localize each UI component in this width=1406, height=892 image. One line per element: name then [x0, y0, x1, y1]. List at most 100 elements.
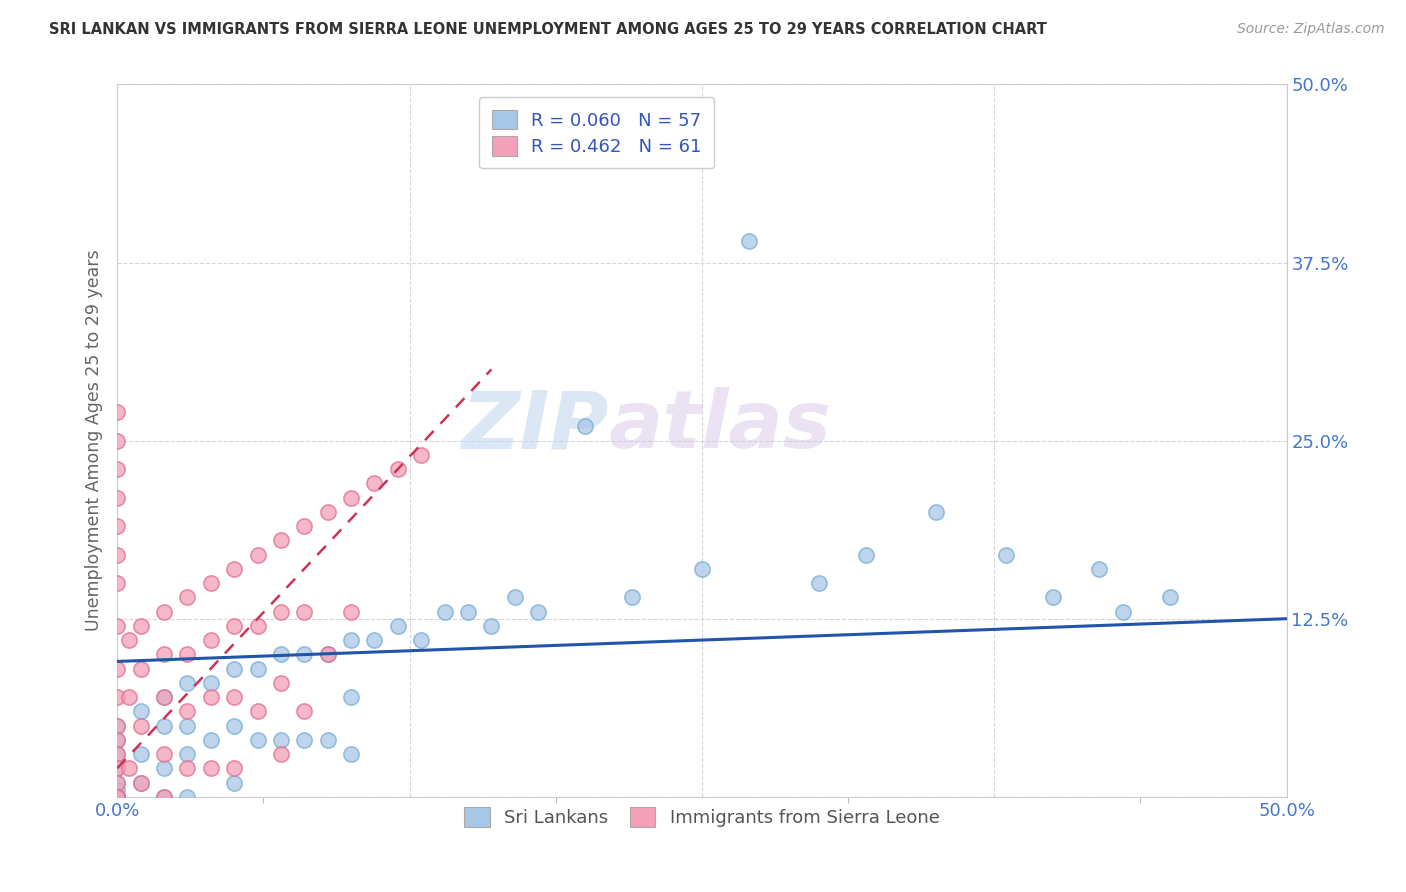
Point — [200, 732, 222, 747]
Point — [105, 775, 128, 789]
Point — [433, 605, 456, 619]
Point — [316, 648, 339, 662]
Point — [153, 789, 176, 804]
Point — [105, 789, 128, 804]
Point — [479, 619, 502, 633]
Point — [105, 619, 128, 633]
Point — [246, 619, 269, 633]
Point — [129, 704, 152, 718]
Point — [457, 605, 479, 619]
Point — [316, 505, 339, 519]
Point — [118, 633, 141, 648]
Point — [292, 519, 315, 533]
Point — [176, 704, 198, 718]
Point — [153, 690, 176, 704]
Point — [105, 789, 128, 804]
Point — [153, 718, 176, 732]
Point — [292, 732, 315, 747]
Point — [153, 761, 176, 775]
Point — [316, 732, 339, 747]
Point — [270, 605, 292, 619]
Point — [200, 761, 222, 775]
Point — [690, 562, 713, 576]
Point — [200, 576, 222, 591]
Point — [270, 747, 292, 761]
Point — [270, 732, 292, 747]
Point — [246, 704, 269, 718]
Point — [105, 405, 128, 419]
Point — [176, 591, 198, 605]
Point — [340, 690, 363, 704]
Point — [105, 732, 128, 747]
Point — [200, 675, 222, 690]
Text: ZIP: ZIP — [461, 387, 609, 466]
Point — [105, 747, 128, 761]
Point — [1088, 562, 1111, 576]
Point — [411, 448, 433, 462]
Text: Source: ZipAtlas.com: Source: ZipAtlas.com — [1237, 22, 1385, 37]
Point — [270, 648, 292, 662]
Point — [153, 690, 176, 704]
Point — [176, 718, 198, 732]
Point — [129, 662, 152, 676]
Point — [176, 675, 198, 690]
Point — [105, 789, 128, 804]
Point — [224, 690, 246, 704]
Point — [176, 747, 198, 761]
Point — [363, 633, 385, 648]
Point — [1159, 591, 1181, 605]
Point — [340, 633, 363, 648]
Point — [340, 747, 363, 761]
Point — [118, 761, 141, 775]
Point — [105, 789, 128, 804]
Point — [176, 789, 198, 804]
Legend: Sri Lankans, Immigrants from Sierra Leone: Sri Lankans, Immigrants from Sierra Leon… — [457, 800, 946, 834]
Point — [292, 648, 315, 662]
Point — [105, 789, 128, 804]
Point — [292, 605, 315, 619]
Point — [925, 505, 948, 519]
Point — [292, 704, 315, 718]
Point — [105, 789, 128, 804]
Point — [224, 761, 246, 775]
Point — [105, 761, 128, 775]
Point — [105, 718, 128, 732]
Point — [176, 761, 198, 775]
Point — [574, 419, 596, 434]
Point — [105, 732, 128, 747]
Point — [200, 633, 222, 648]
Text: SRI LANKAN VS IMMIGRANTS FROM SIERRA LEONE UNEMPLOYMENT AMONG AGES 25 TO 29 YEAR: SRI LANKAN VS IMMIGRANTS FROM SIERRA LEO… — [49, 22, 1047, 37]
Point — [270, 675, 292, 690]
Point — [224, 775, 246, 789]
Point — [105, 789, 128, 804]
Point — [246, 732, 269, 747]
Point — [105, 718, 128, 732]
Point — [387, 462, 409, 476]
Point — [105, 576, 128, 591]
Point — [316, 648, 339, 662]
Point — [105, 789, 128, 804]
Point — [129, 775, 152, 789]
Point — [153, 747, 176, 761]
Point — [129, 775, 152, 789]
Point — [994, 548, 1017, 562]
Point — [153, 648, 176, 662]
Point — [105, 761, 128, 775]
Point — [270, 533, 292, 548]
Point — [129, 718, 152, 732]
Point — [340, 605, 363, 619]
Y-axis label: Unemployment Among Ages 25 to 29 years: Unemployment Among Ages 25 to 29 years — [86, 250, 103, 632]
Point — [1112, 605, 1135, 619]
Point — [527, 605, 550, 619]
Point — [246, 548, 269, 562]
Point — [503, 591, 526, 605]
Point — [387, 619, 409, 633]
Point — [105, 548, 128, 562]
Point — [105, 789, 128, 804]
Point — [153, 605, 176, 619]
Point — [118, 690, 141, 704]
Point — [105, 782, 128, 797]
Point — [855, 548, 877, 562]
Point — [129, 747, 152, 761]
Point — [620, 591, 643, 605]
